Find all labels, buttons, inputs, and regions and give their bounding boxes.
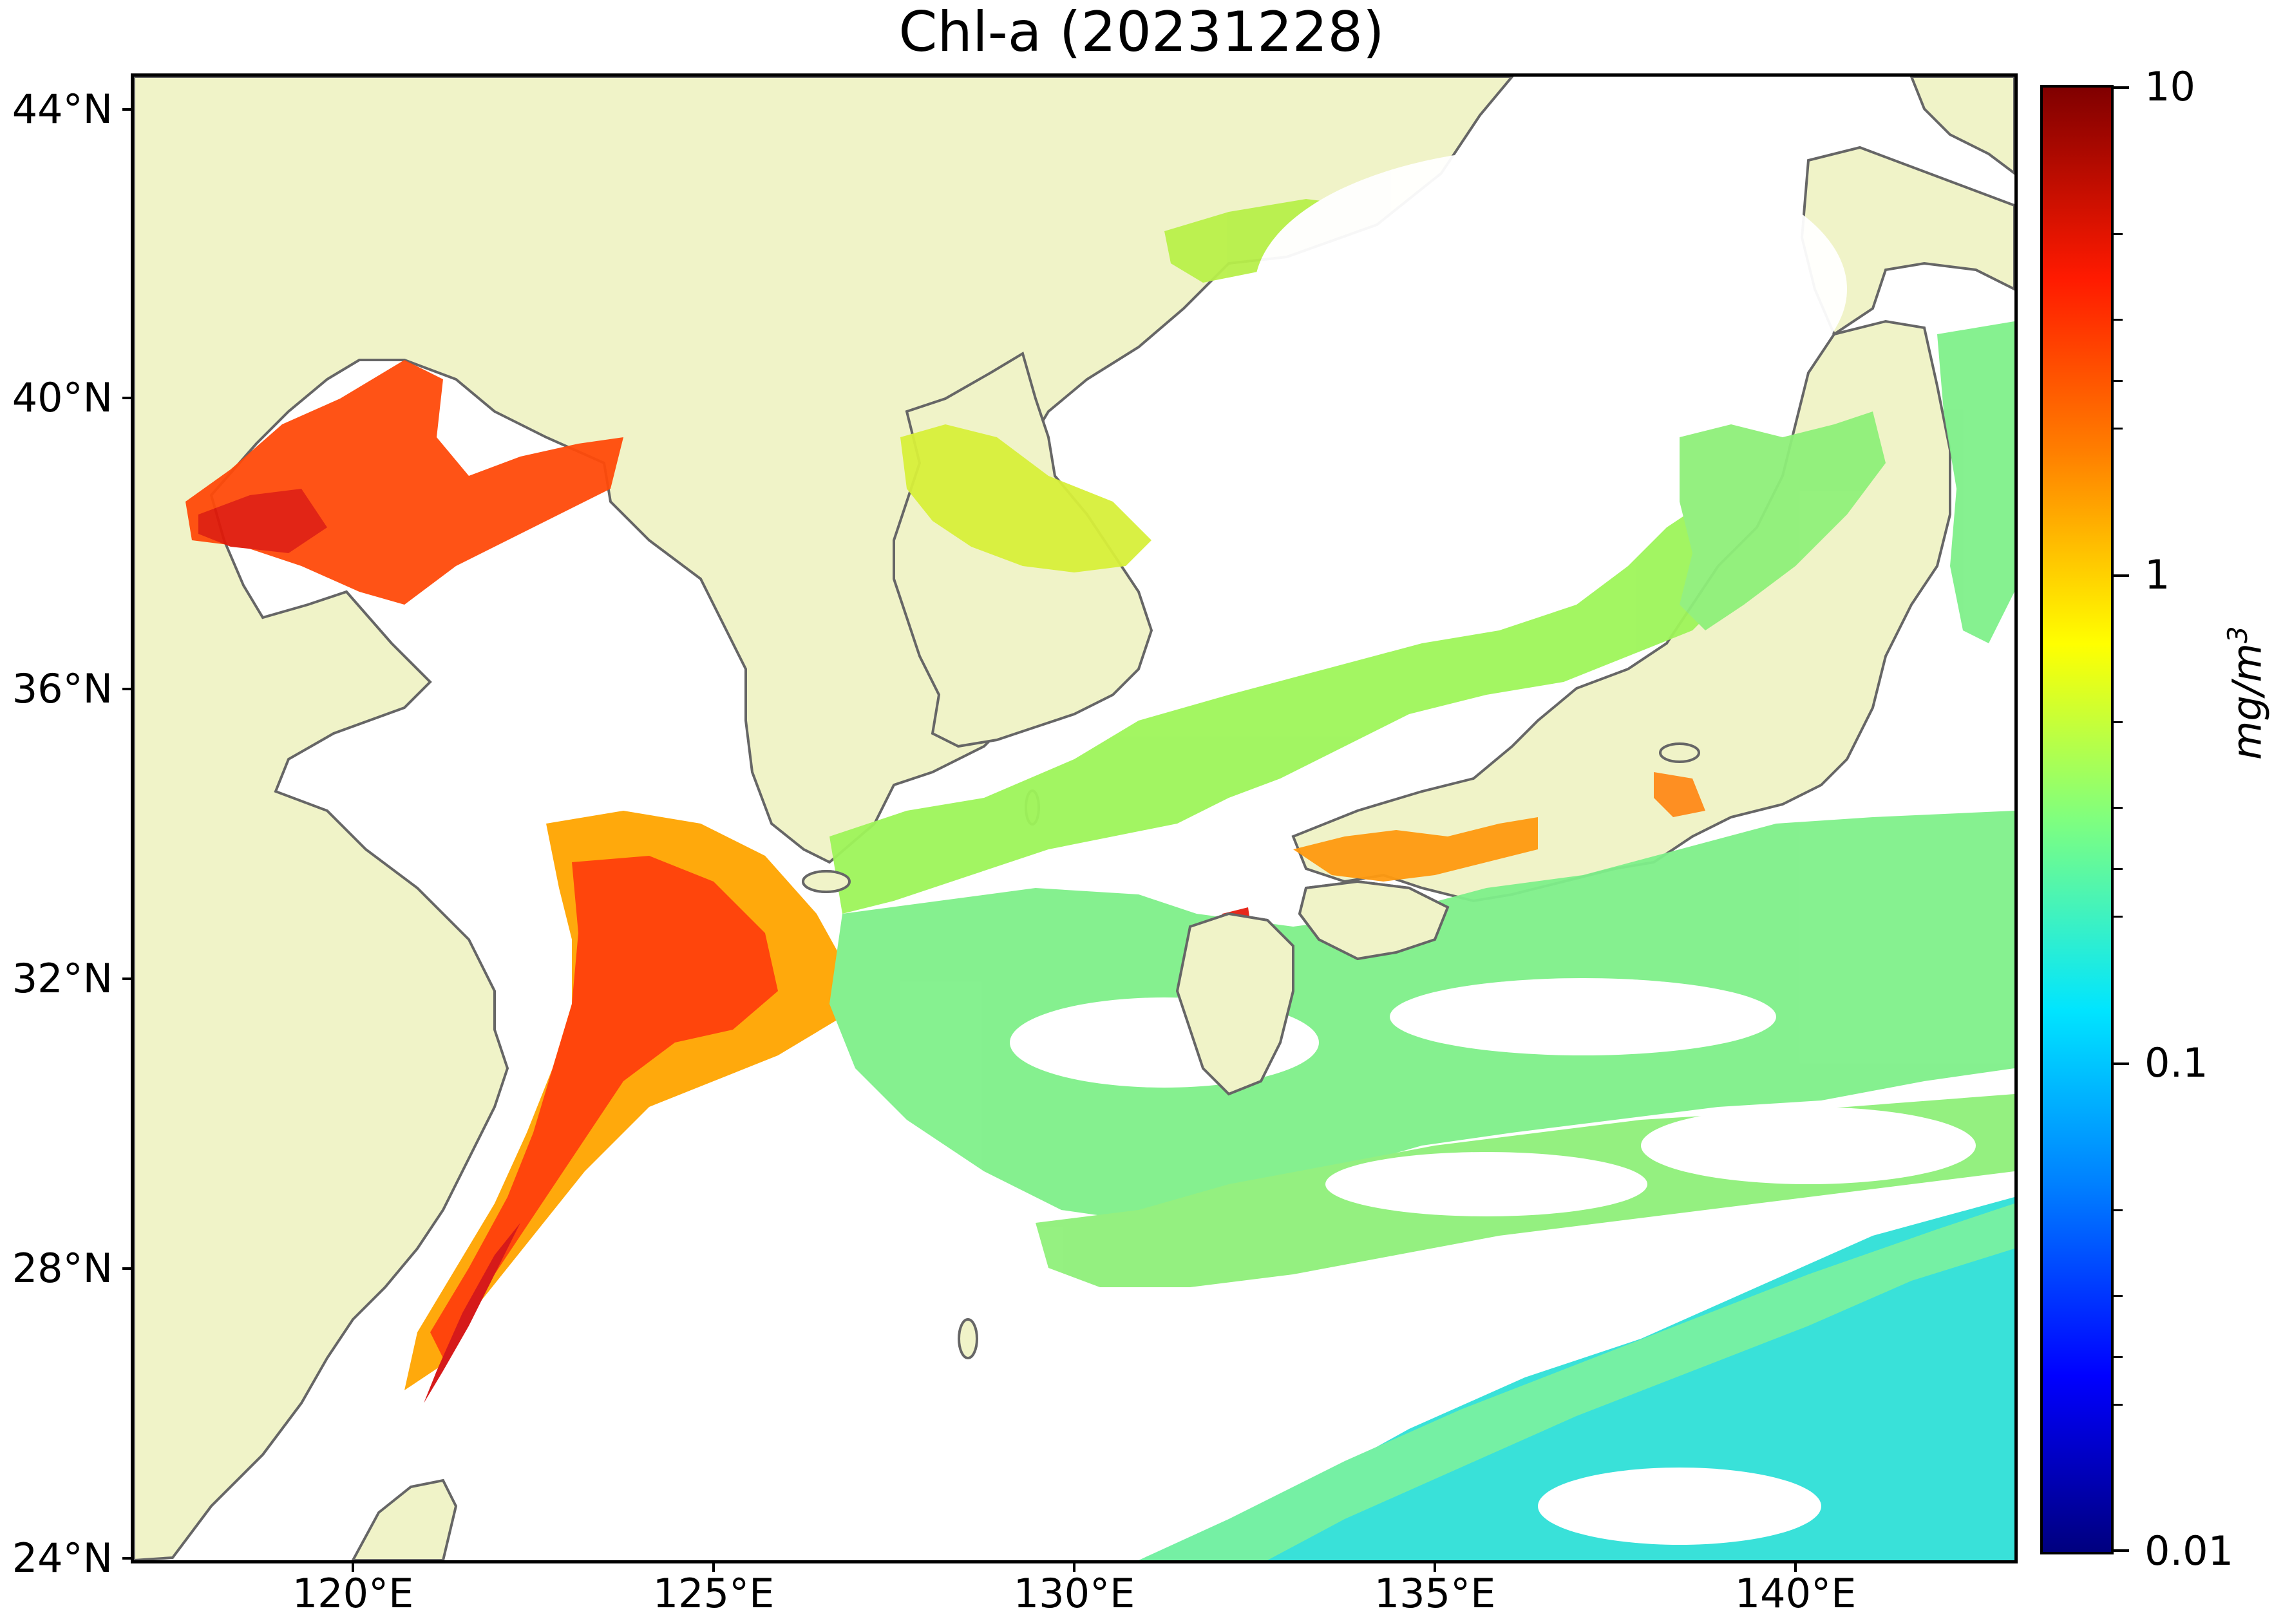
okinawa-island xyxy=(958,1318,978,1359)
colorbar-minor-tick xyxy=(2114,1209,2123,1211)
chlorophyll-map xyxy=(134,77,2014,1560)
pacific-light-green xyxy=(1139,1204,2014,1560)
tsushima-green xyxy=(829,463,1783,914)
lon-label: 135°E xyxy=(1374,1570,1496,1617)
lat-label: 28°N xyxy=(12,1245,113,1292)
colorbar-minor-tick xyxy=(2114,1295,2123,1297)
lat-label: 32°N xyxy=(12,955,113,1002)
colorbar-minor-tick xyxy=(2114,721,2123,723)
lon-label: 120°E xyxy=(292,1570,414,1617)
colorbar-minor-tick xyxy=(2114,868,2123,870)
colorbar-minor-tick xyxy=(2114,428,2123,430)
colorbar-label: 0.1 xyxy=(2145,1039,2208,1086)
chart-title: Chl-a (20231228) xyxy=(898,0,1385,64)
cloud-gap xyxy=(1538,1468,1821,1545)
lat-tick xyxy=(122,977,131,980)
colorbar-minor-tick xyxy=(2114,380,2123,382)
chlorophyll-layer xyxy=(185,147,2014,1560)
colorbar-minor-tick xyxy=(2114,1356,2123,1358)
colorbar-minor-tick xyxy=(2114,1404,2123,1406)
lat-label: 40°N xyxy=(12,374,113,421)
lat-label: 36°N xyxy=(12,665,113,712)
lon-tick xyxy=(352,1563,354,1572)
colorbar-minor-tick xyxy=(2114,916,2123,918)
yangtze-plume-core xyxy=(430,856,778,1358)
lon-label: 125°E xyxy=(652,1570,775,1617)
map-panel xyxy=(131,73,2018,1563)
ise-bay-orange xyxy=(1654,772,1705,817)
cloud-gap xyxy=(1242,424,1473,553)
cloud-gap xyxy=(1325,1152,1647,1216)
lat-label: 44°N xyxy=(12,86,113,133)
lat-tick xyxy=(122,108,131,111)
setouchi-orange xyxy=(1293,817,1538,882)
cloud-gap xyxy=(1255,147,1847,431)
lon-tick xyxy=(712,1563,715,1572)
lon-label: 140°E xyxy=(1734,1570,1857,1617)
cloud-gap xyxy=(1390,978,1776,1055)
lat-tick xyxy=(122,688,131,690)
colorbar-tick xyxy=(2114,1062,2129,1065)
colorbar-tick xyxy=(2114,1549,2129,1552)
lon-tick xyxy=(1794,1563,1797,1572)
colorbar-minor-tick xyxy=(2114,319,2123,321)
colorbar-minor-tick xyxy=(2114,233,2123,235)
colorbar-tick xyxy=(2114,86,2129,89)
lat-tick xyxy=(122,1557,131,1560)
japan-sea-green xyxy=(1680,411,1886,630)
colorbar-label: 1 xyxy=(2145,551,2170,598)
colorbar-minor-tick xyxy=(2114,807,2123,809)
taiwan-island xyxy=(351,1478,458,1560)
north-korea-coast xyxy=(900,424,1151,572)
colorbar-unit-label: mg/m3 xyxy=(2222,626,2271,760)
lat-tick xyxy=(122,1267,131,1270)
lat-tick xyxy=(122,397,131,399)
lat-label: 24°N xyxy=(12,1534,113,1582)
colorbar-tick xyxy=(2114,574,2129,577)
zhejiang-coast-core xyxy=(424,1223,520,1403)
bohai-bloom-core xyxy=(198,489,327,553)
lon-tick xyxy=(1434,1563,1436,1572)
colorbar xyxy=(2040,85,2114,1554)
colorbar-label: 10 xyxy=(2145,63,2195,110)
lon-tick xyxy=(1073,1563,1075,1572)
hokkaido-east-green xyxy=(1937,321,2014,643)
lon-label: 130°E xyxy=(1013,1570,1135,1617)
cloud-gap xyxy=(1641,1107,1976,1184)
colorbar-label: 0.01 xyxy=(2145,1527,2234,1574)
sakhalin-coast xyxy=(1909,77,2014,175)
